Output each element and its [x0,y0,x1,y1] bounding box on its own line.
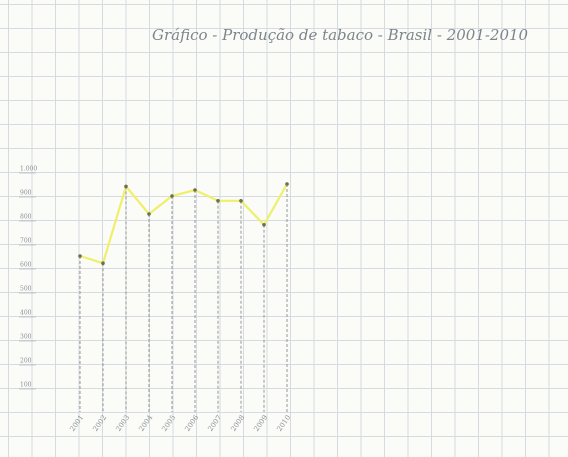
y-tick-label: 700 [20,238,32,245]
data-point [193,188,197,192]
x-tick-label: 2004 [137,413,154,433]
data-point [124,184,128,189]
y-tick-label: 1.000 [20,166,37,173]
y-tick-label: 800 [20,214,32,221]
x-tick-label: 2001 [68,414,85,433]
x-tick-label: 2003 [114,414,131,433]
x-tick-label: 2007 [206,414,223,433]
x-tick-label: 2008 [229,414,246,433]
y-tick-label: 600 [20,262,32,269]
chart-title: Gráfico - Produção de tabaco - Brasil - … [152,26,529,44]
data-point [101,261,105,266]
x-tick-label: 2010 [275,414,292,433]
data-point [262,223,266,227]
y-tick-label: 500 [20,286,32,293]
y-tick-label: 400 [20,310,32,317]
data-point [239,199,243,203]
data-line [79,183,288,265]
x-tick-label: 2005 [160,414,177,433]
data-point [78,254,82,258]
y-tick-label: 200 [20,358,32,365]
y-tick-label: 100 [20,382,32,389]
x-tick-label: 2006 [183,413,200,433]
x-tick-label: 2002 [91,414,108,433]
y-tick-label: 900 [20,190,32,197]
data-point [147,212,151,216]
y-tick-label: 300 [20,334,32,341]
x-tick-label: 2009 [252,414,269,433]
data-point [285,182,289,186]
data-point [170,194,174,198]
data-point [216,199,220,203]
